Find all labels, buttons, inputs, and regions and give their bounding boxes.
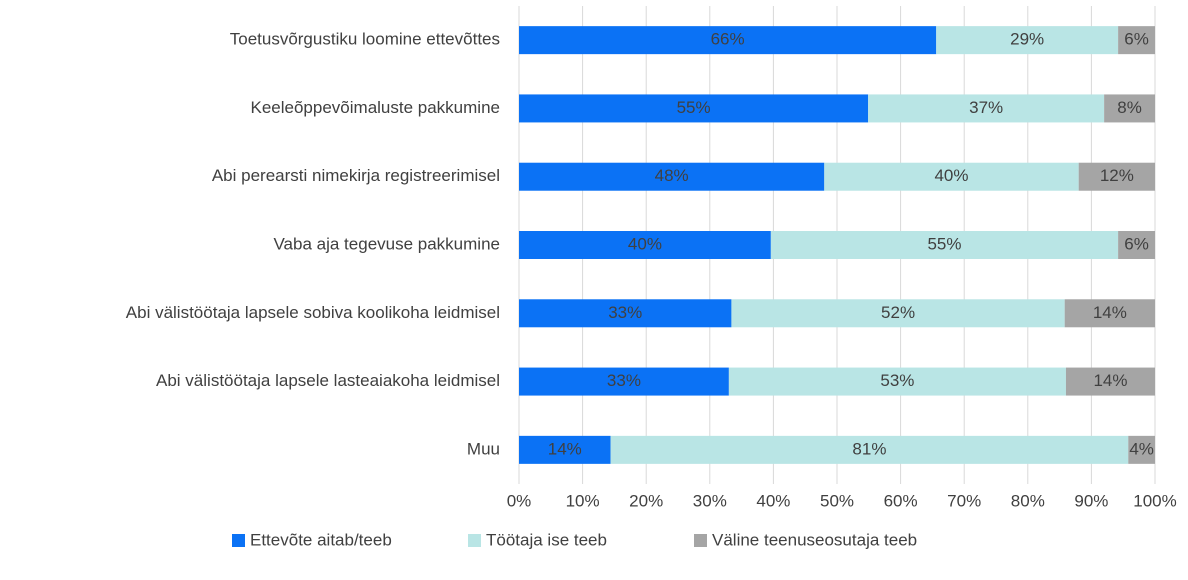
data-label: 14% — [1093, 371, 1127, 390]
y-tick-label: Muu — [467, 439, 500, 458]
x-tick-label: 70% — [947, 491, 981, 510]
bar-segment — [868, 94, 1105, 123]
bar-segment — [1104, 94, 1155, 123]
bar-segment — [519, 435, 611, 464]
data-label: 8% — [1117, 98, 1142, 117]
data-label: 53% — [880, 371, 914, 390]
bar-segment — [824, 162, 1079, 191]
data-label: 40% — [628, 234, 662, 253]
bar-segment — [731, 299, 1065, 328]
data-label: 33% — [608, 303, 642, 322]
bar-segment — [519, 94, 869, 123]
data-label: 6% — [1124, 30, 1149, 49]
bar-segment — [1078, 162, 1155, 191]
data-label: 55% — [677, 98, 711, 117]
data-label: 81% — [852, 439, 886, 458]
x-tick-label: 40% — [756, 491, 790, 510]
x-tick-label: 20% — [629, 491, 663, 510]
legend-swatch — [468, 534, 481, 547]
x-tick-label: 0% — [507, 491, 532, 510]
data-label: 52% — [881, 303, 915, 322]
bar-segment — [1064, 299, 1155, 328]
legend-label: Ettevõte aitab/teeb — [250, 530, 392, 549]
data-label: 29% — [1010, 30, 1044, 49]
bar-segment — [1118, 26, 1155, 55]
data-label: 6% — [1124, 234, 1149, 253]
legend-label: Väline teenuseosutaja teeb — [712, 530, 917, 549]
legend-swatch — [694, 534, 707, 547]
bar-segment — [936, 26, 1119, 55]
legend-swatch — [232, 534, 245, 547]
y-tick-label: Abi välistöötaja lapsele sobiva koolikoh… — [126, 303, 500, 322]
y-tick-label: Abi välistöötaja lapsele lasteaiakoha le… — [156, 371, 500, 390]
x-tick-label: 60% — [884, 491, 918, 510]
data-label: 66% — [711, 30, 745, 49]
data-label: 12% — [1100, 166, 1134, 185]
x-tick-label: 30% — [693, 491, 727, 510]
data-label: 55% — [927, 234, 961, 253]
data-label: 4% — [1129, 439, 1154, 458]
bar-segment — [770, 231, 1119, 259]
x-tick-label: 90% — [1074, 491, 1108, 510]
x-tick-label: 100% — [1133, 491, 1176, 510]
x-tick-label: 50% — [820, 491, 854, 510]
bar-segment — [1118, 231, 1155, 259]
data-label: 14% — [1093, 303, 1127, 322]
data-label: 33% — [607, 371, 641, 390]
bar-segment — [1128, 435, 1155, 464]
y-tick-label: Toetusvõrgustiku loomine ettevõttes — [230, 30, 500, 49]
data-label: 14% — [548, 439, 582, 458]
bar-segment — [519, 162, 825, 191]
x-tick-label: 10% — [566, 491, 600, 510]
y-tick-label: Keeleõppevõimaluste pakkumine — [251, 98, 501, 117]
bar-segment — [1065, 367, 1155, 396]
data-label: 40% — [934, 166, 968, 185]
bar-segment — [728, 367, 1066, 396]
y-tick-label: Abi perearsti nimekirja registreerimisel — [212, 166, 500, 185]
bar-segment — [610, 435, 1129, 464]
bar-segment — [519, 299, 732, 328]
bar-segment — [519, 231, 771, 259]
bar-segment — [519, 26, 937, 55]
bar-segment — [519, 367, 729, 396]
data-label: 37% — [969, 98, 1003, 117]
data-label: 48% — [655, 166, 689, 185]
y-tick-label: Vaba aja tegevuse pakkumine — [273, 234, 500, 253]
x-tick-label: 80% — [1011, 491, 1045, 510]
legend-label: Töötaja ise teeb — [486, 530, 607, 549]
